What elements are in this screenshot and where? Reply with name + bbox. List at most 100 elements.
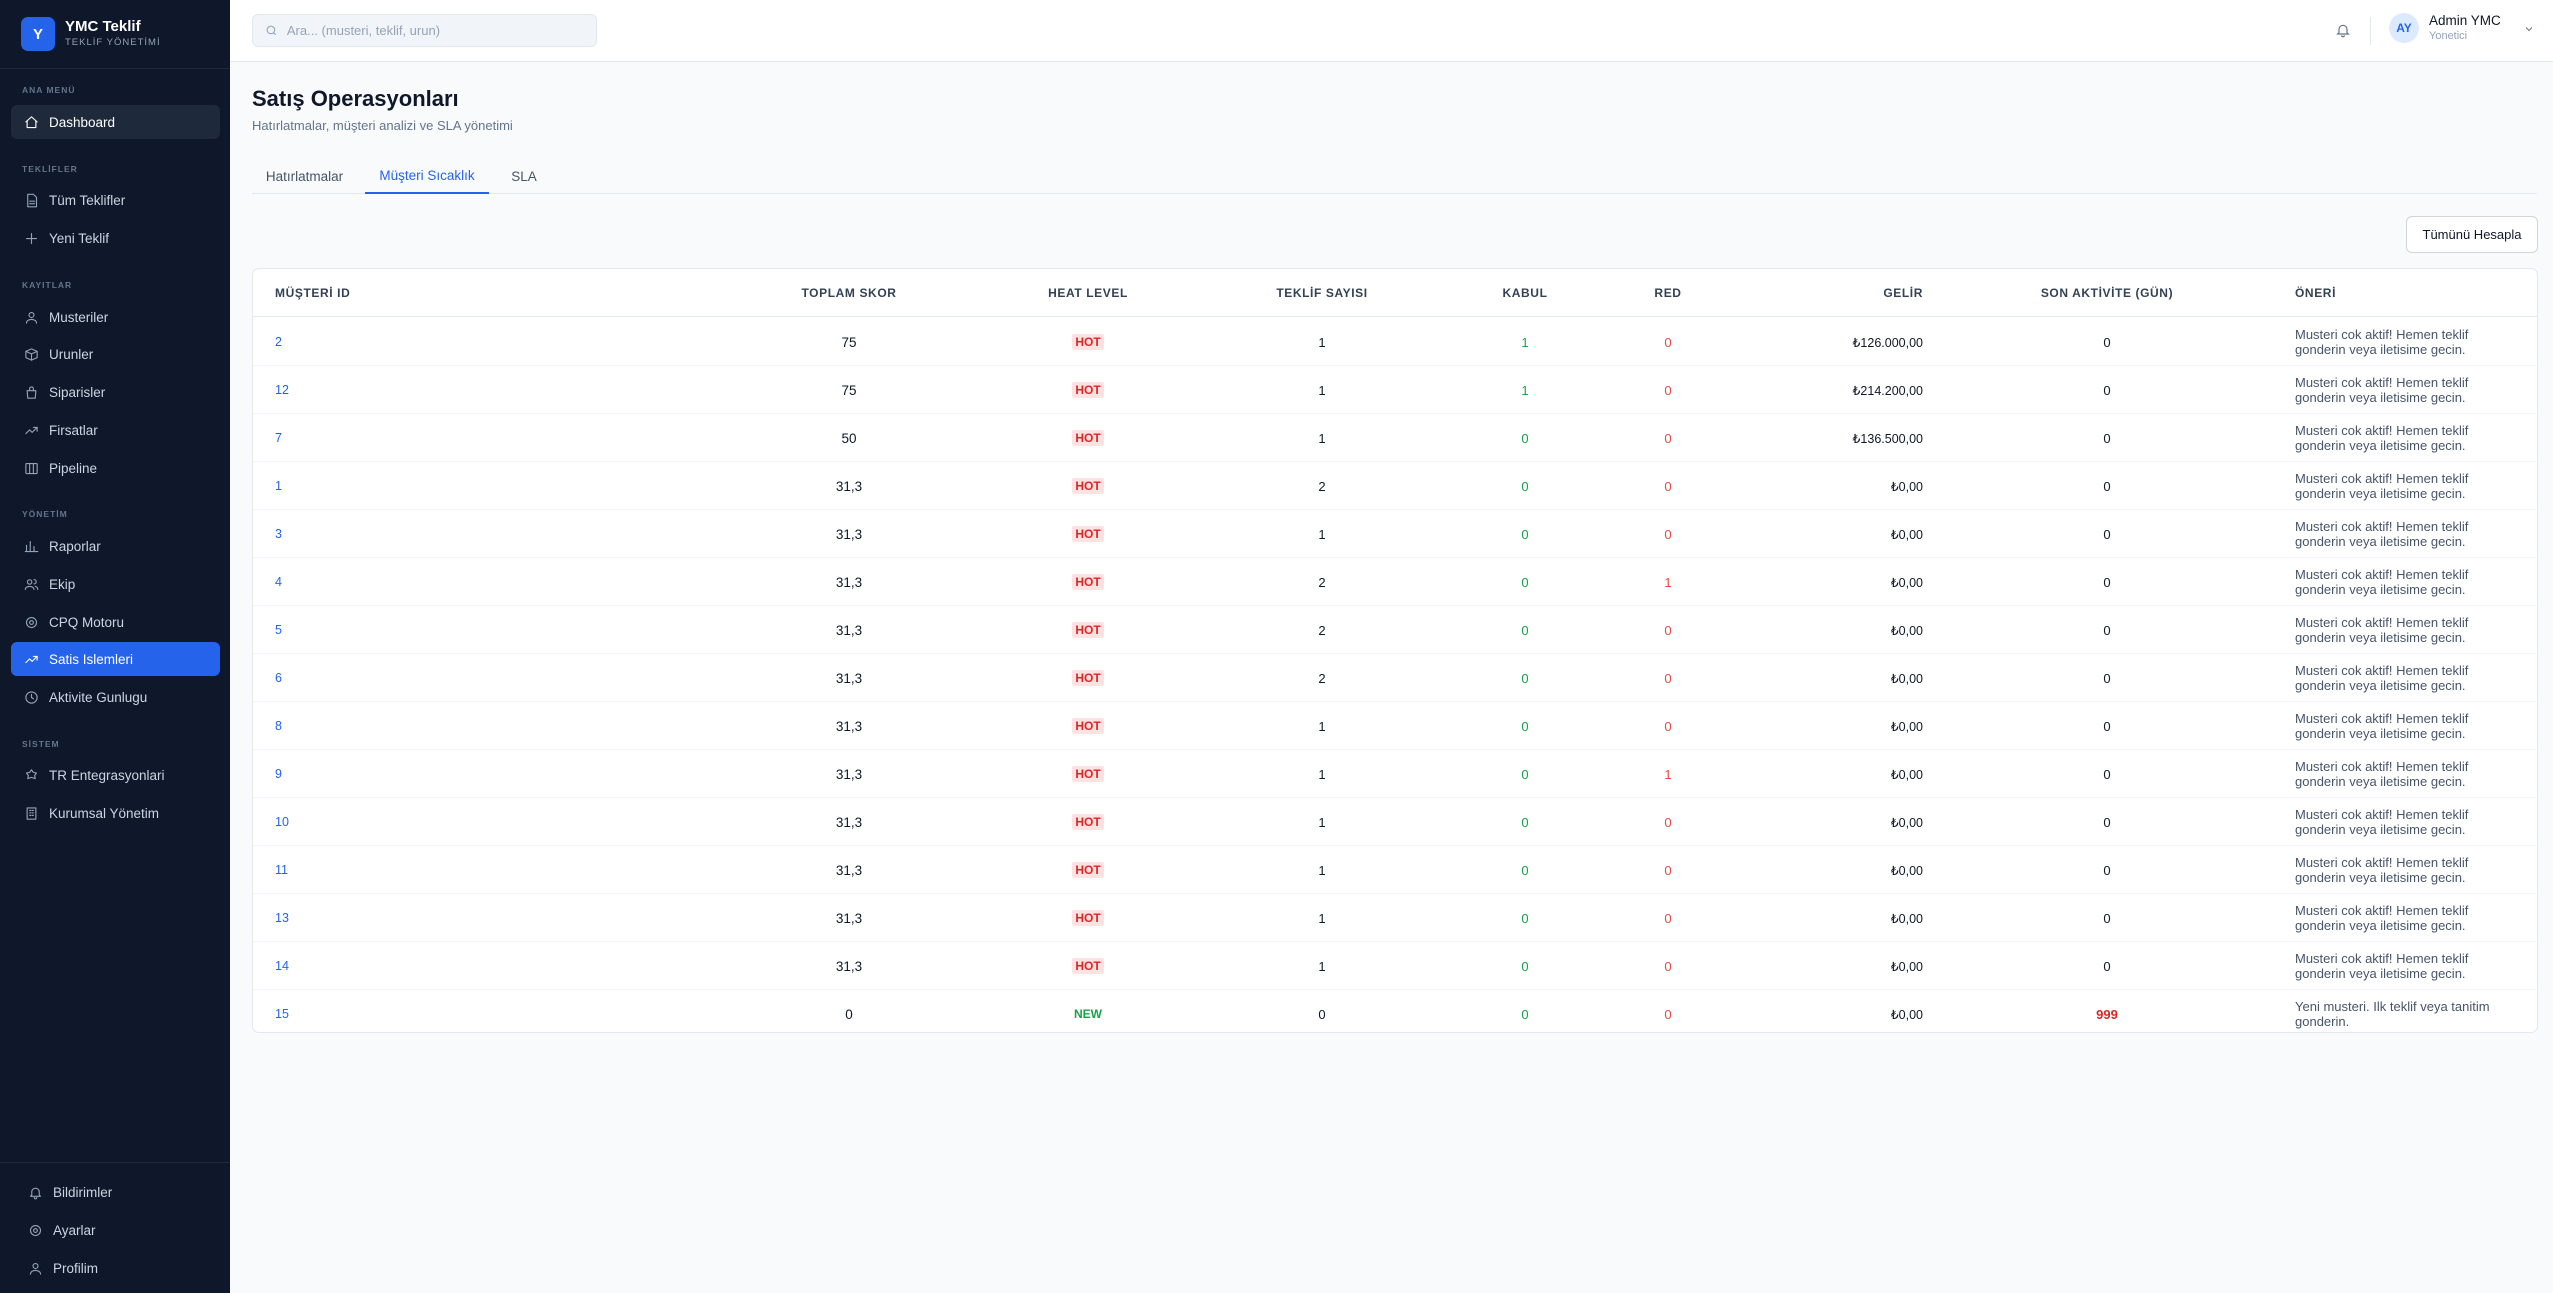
- sidebar-item-all-offers[interactable]: Tüm Teklifler: [11, 183, 220, 217]
- sidebar-item-orders[interactable]: Siparisler: [11, 375, 220, 409]
- heat-level-cell: HOT: [988, 366, 1188, 414]
- sidebar-item-notifications[interactable]: Bildirimler: [15, 1175, 224, 1209]
- trending-icon: [23, 651, 39, 667]
- reject-count: 0: [1664, 862, 1672, 878]
- customer-id-link[interactable]: 15: [275, 1007, 289, 1021]
- heat-badge: NEW: [1074, 1007, 1102, 1021]
- table-row[interactable]: 9 31,3 HOT 1 0 1 ₺0,00 0 Musteri cok aktif! Heme…: [253, 750, 2537, 798]
- reject-count: 0: [1664, 910, 1672, 926]
- sidebar-item-sales-operations[interactable]: Satis Islemleri: [11, 642, 220, 676]
- sidebar-item-new-offer[interactable]: Yeni Teklif: [11, 221, 220, 255]
- search-box[interactable]: [252, 14, 597, 47]
- calculate-all-button[interactable]: Tümünü Hesapla: [2406, 216, 2538, 253]
- table-row[interactable]: 15 0 NEW 0 0 0 ₺0,00 999 Yeni musteri. Ilk tekli…: [253, 990, 2537, 1032]
- sidebar-item-profile[interactable]: Profilim: [15, 1251, 224, 1285]
- customer-id-link[interactable]: 7: [275, 431, 282, 445]
- table-row[interactable]: 10 31,3 HOT 1 0 0 ₺0,00 0 Musteri cok aktif! Hem…: [253, 798, 2537, 846]
- column-header: HEAT LEVEL: [1048, 286, 1128, 300]
- table-row[interactable]: 7 50 HOT 1 0 0 ₺136.500,00 0 Musteri cok aktif! …: [253, 414, 2537, 462]
- total-score: 31,3: [835, 574, 863, 590]
- accept-count: 0: [1521, 718, 1529, 734]
- reject-count: 0: [1664, 622, 1672, 638]
- customer-id-link[interactable]: 3: [275, 527, 282, 541]
- customer-id-link[interactable]: 14: [275, 959, 289, 973]
- sidebar-item-settings[interactable]: Ayarlar: [15, 1213, 224, 1247]
- user-menu[interactable]: AY Admin YMC Yonetici: [2389, 13, 2535, 43]
- last-activity-days: 0: [2103, 862, 2111, 878]
- tab-customer-heat[interactable]: Müşteri Sıcaklık: [365, 158, 489, 194]
- sidebar-item-corporate[interactable]: Kurumsal Yönetim: [11, 796, 220, 830]
- sidebar-item-cpq[interactable]: CPQ Motoru: [11, 605, 220, 639]
- heat-level-cell: HOT: [988, 702, 1188, 750]
- search-input[interactable]: [286, 23, 584, 38]
- table-row[interactable]: 5 31,3 HOT 2 0 0 ₺0,00 0 Musteri cok aktif! Heme…: [253, 606, 2537, 654]
- table-row[interactable]: 3 31,3 HOT 1 0 0 ₺0,00 0 Musteri cok aktif! Heme…: [253, 510, 2537, 558]
- sidebar-item-activity-log[interactable]: Aktivite Gunlugu: [11, 680, 220, 714]
- offer-count: 2: [1318, 670, 1326, 686]
- offer-count: 1: [1318, 862, 1326, 878]
- table-row[interactable]: 11 31,3 HOT 1 0 0 ₺0,00 0 Musteri cok aktif! Hem…: [253, 846, 2537, 894]
- revenue: ₺0,00: [1890, 671, 1923, 686]
- customer-id-link[interactable]: 5: [275, 623, 282, 637]
- customer-id-link[interactable]: 11: [275, 863, 288, 877]
- sidebar-item-reports[interactable]: Raporlar: [11, 529, 220, 563]
- offer-count: 2: [1318, 622, 1326, 638]
- revenue: ₺0,00: [1890, 815, 1923, 830]
- table-row[interactable]: 4 31,3 HOT 2 0 1 ₺0,00 0 Musteri cok aktif! Heme…: [253, 558, 2537, 606]
- sidebar-item-products[interactable]: Urunler: [11, 337, 220, 371]
- offer-count: 1: [1318, 430, 1326, 446]
- table-row[interactable]: 12 75 HOT 1 1 0 ₺214.200,00 0 Musteri cok aktif!…: [253, 366, 2537, 414]
- customer-id-link[interactable]: 1: [275, 479, 282, 493]
- reject-count: 0: [1664, 478, 1672, 494]
- table-row[interactable]: 13 31,3 HOT 1 0 0 ₺0,00 0 Musteri cok aktif! Hem…: [253, 894, 2537, 942]
- sidebar-item-label: Pipeline: [49, 460, 98, 476]
- suggestion: Musteri cok aktif! Hemen teklif gonderin…: [2295, 759, 2469, 789]
- suggestion: Musteri cok aktif! Hemen teklif gonderin…: [2295, 519, 2469, 549]
- reject-count: 0: [1664, 718, 1672, 734]
- sidebar-item-label: Ayarlar: [53, 1222, 96, 1238]
- customer-id-link[interactable]: 4: [275, 575, 282, 589]
- sidebar-item-tr-integrations[interactable]: TR Entegrasyonlari: [11, 758, 220, 792]
- tab-reminders[interactable]: Hatırlatmalar: [265, 168, 344, 184]
- last-activity-days: 999: [2096, 1006, 2118, 1022]
- last-activity-days: 0: [2103, 430, 2111, 446]
- reject-count: 0: [1664, 1006, 1672, 1022]
- table-row[interactable]: 8 31,3 HOT 1 0 0 ₺0,00 0 Musteri cok aktif! Heme…: [253, 702, 2537, 750]
- brand[interactable]: Y YMC Teklif TEKLİF YÖNETİMİ: [0, 0, 230, 69]
- table-row[interactable]: 1 31,3 HOT 2 0 0 ₺0,00 0 Musteri cok aktif! Heme…: [253, 462, 2537, 510]
- sidebar-item-pipeline[interactable]: Pipeline: [11, 451, 220, 485]
- customer-id-link[interactable]: 12: [275, 383, 289, 397]
- offer-count: 2: [1318, 574, 1326, 590]
- table-row[interactable]: 14 31,3 HOT 1 0 0 ₺0,00 0 Musteri cok aktif! Hem…: [253, 942, 2537, 990]
- bell-icon: [27, 1184, 43, 1200]
- users-icon: [23, 309, 39, 325]
- heat-badge: HOT: [1072, 670, 1104, 686]
- sidebar-item-label: Urunler: [49, 346, 94, 362]
- revenue: ₺136.500,00: [1852, 431, 1923, 446]
- suggestion: Musteri cok aktif! Hemen teklif gonderin…: [2295, 663, 2469, 693]
- sidebar-item-team[interactable]: Ekip: [11, 567, 220, 601]
- last-activity-days: 0: [2103, 910, 2111, 926]
- total-score: 75: [841, 334, 857, 350]
- revenue: ₺0,00: [1890, 911, 1923, 926]
- bar-chart-icon: [23, 538, 39, 554]
- offer-count: 1: [1318, 910, 1326, 926]
- sidebar-item-customers[interactable]: Musteriler: [11, 300, 220, 334]
- customer-id-link[interactable]: 6: [275, 671, 282, 685]
- customer-id-link[interactable]: 9: [275, 767, 282, 781]
- offer-count: 1: [1318, 718, 1326, 734]
- customer-id-link[interactable]: 10: [275, 815, 289, 829]
- tab-sla[interactable]: SLA: [511, 168, 537, 184]
- heat-level-cell: HOT: [988, 894, 1188, 942]
- sidebar-item-opportunities[interactable]: Firsatlar: [11, 413, 220, 447]
- notifications-button[interactable]: [2332, 19, 2354, 41]
- table-row[interactable]: 2 75 HOT 1 1 0 ₺126.000,00 0 Musteri cok aktif! …: [253, 318, 2537, 366]
- sidebar-item-dashboard[interactable]: Dashboard: [11, 105, 220, 139]
- building-icon: [23, 805, 39, 821]
- customer-id-link[interactable]: 2: [275, 335, 282, 349]
- clock-icon: [23, 689, 39, 705]
- table-row[interactable]: 6 31,3 HOT 2 0 0 ₺0,00 0 Musteri cok aktif! Heme…: [253, 654, 2537, 702]
- customer-id-link[interactable]: 8: [275, 719, 282, 733]
- customer-id-link[interactable]: 13: [275, 911, 289, 925]
- box-icon: [23, 346, 39, 362]
